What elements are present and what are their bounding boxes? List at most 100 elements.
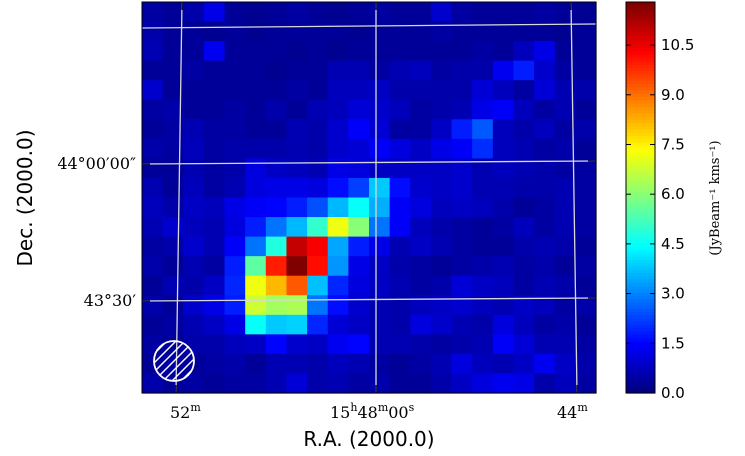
heatmap-cell [513, 2, 535, 23]
heatmap-cell [575, 236, 597, 257]
heatmap-cell [575, 119, 597, 140]
heatmap-cell [430, 295, 453, 316]
heatmap-cell [142, 2, 164, 23]
heatmap-cell [513, 99, 535, 120]
heatmap-cell [451, 138, 473, 159]
heatmap-cell [410, 256, 432, 277]
heatmap-cell [451, 197, 473, 218]
colorbar-band [626, 168, 655, 173]
heatmap-cell [327, 2, 349, 23]
heatmap-cell [245, 41, 267, 62]
heatmap-cell [492, 353, 515, 375]
colorbar-band [626, 119, 655, 124]
heatmap-cell [472, 353, 494, 375]
heatmap-cell [472, 138, 494, 159]
heatmap-cell [554, 275, 576, 296]
heatmap-cell [554, 119, 576, 140]
heatmap-cell [554, 60, 576, 81]
colorbar-band [626, 389, 655, 394]
heatmap-cell [162, 373, 184, 394]
y-tick-label-43-30: 43°30′ [84, 291, 137, 310]
heatmap-cell [348, 197, 370, 218]
heatmap-cell [348, 2, 370, 23]
heatmap-cell [203, 353, 226, 375]
heatmap-cell [286, 99, 308, 120]
colorbar-band [626, 106, 655, 111]
heatmap-cell [369, 119, 391, 140]
heatmap-cell [575, 80, 597, 101]
heatmap-cell [492, 119, 515, 140]
x-axis-title: R.A. (2000.0) [303, 427, 434, 451]
colorbar-band [626, 262, 655, 267]
colorbar-band [626, 135, 655, 140]
heatmap-cell [513, 138, 535, 159]
heatmap-cell [472, 295, 494, 316]
colorbar-band [626, 324, 655, 329]
heatmap-cell [183, 236, 205, 257]
colorbar-band [626, 73, 655, 78]
heatmap-cell [492, 373, 515, 394]
y-tick-label-44-00-00: 44°00′00″ [57, 154, 136, 173]
heatmap-cell [575, 99, 597, 120]
colorbar-band [626, 194, 655, 199]
heatmap-cell [307, 99, 329, 120]
colorbar-band [626, 177, 655, 182]
colorbar-band [626, 285, 655, 290]
colorbar-band [626, 34, 655, 39]
heatmap-cell [224, 275, 246, 296]
heatmap-cell [142, 119, 164, 140]
heatmap-cell [245, 334, 267, 355]
heatmap-cell [245, 2, 267, 23]
heatmap-cell [348, 21, 370, 42]
heatmap-cell [430, 158, 453, 179]
heatmap-cell [327, 60, 349, 81]
heatmap-cell [224, 119, 246, 140]
grid-line [141, 160, 597, 165]
heatmap-cell [245, 373, 267, 394]
heatmap-cell [348, 158, 370, 179]
heatmap-cell [286, 41, 308, 62]
colorbar-band [626, 5, 655, 10]
colorbar-title: (JyBeam⁻¹ kms⁻¹) [708, 140, 723, 255]
colorbar-band [626, 8, 655, 13]
heatmap-cell [265, 217, 288, 238]
heatmap-cell [286, 60, 308, 81]
colorbar-band [626, 184, 655, 189]
heatmap-cell [369, 353, 391, 375]
heatmap-cell [183, 158, 205, 179]
heatmap-cell [554, 177, 576, 199]
heatmap-cell [534, 2, 556, 23]
heatmap-cell [327, 119, 349, 140]
colorbar-band [626, 31, 655, 36]
colorbar-band [626, 360, 655, 365]
heatmap-cell [534, 334, 556, 355]
beam-hatch-line [154, 341, 182, 381]
heatmap-cell [286, 21, 308, 42]
heatmap-cell [575, 60, 597, 81]
colorbar-band [626, 80, 655, 85]
heatmap-cell [389, 275, 411, 296]
heatmap-cell [286, 138, 308, 159]
heatmap-cell [142, 197, 164, 218]
heatmap-cell [451, 99, 473, 120]
colorbar-band [626, 93, 655, 98]
heatmap-cell [327, 334, 349, 355]
heatmap-cell [142, 334, 164, 355]
heatmap-cell [307, 314, 329, 335]
heatmap-cell [203, 99, 226, 120]
heatmap-cell [183, 119, 205, 140]
x-tick-label-44m: 44m [557, 401, 588, 422]
colorbar-band [626, 174, 655, 179]
heatmap-cell [327, 99, 349, 120]
heatmap-cell [348, 256, 370, 277]
heatmap-cell [389, 41, 411, 62]
heatmap-cell [513, 177, 535, 199]
colorbar-band [626, 142, 655, 146]
heatmap-cell [554, 197, 576, 218]
heatmap-cell [307, 138, 329, 159]
heatmap-cell [472, 80, 494, 101]
colorbar-band [626, 83, 655, 88]
heatmap-cell [327, 80, 349, 101]
heatmap-cell [451, 158, 473, 179]
